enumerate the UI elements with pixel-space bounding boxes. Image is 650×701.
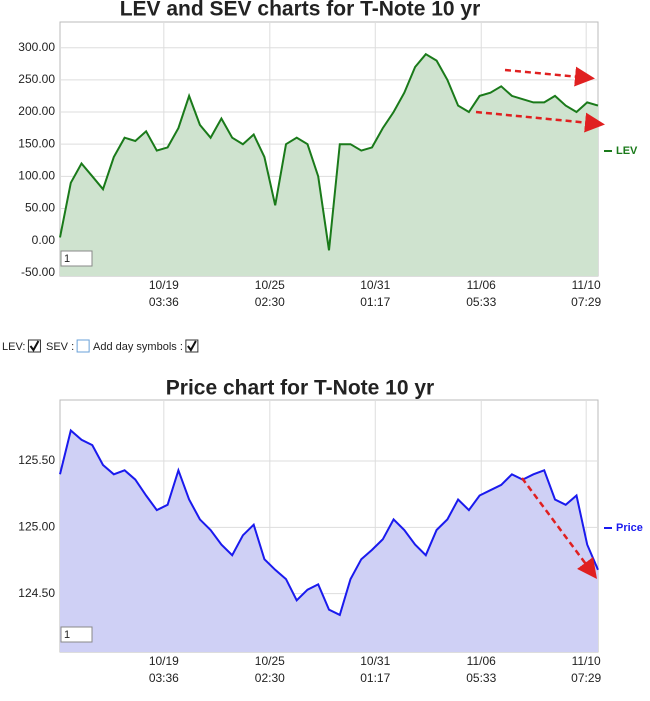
- y-tick-label: 50.00: [25, 201, 55, 215]
- x-tick-label: 10/31 01:17: [360, 278, 390, 309]
- area-fill: [60, 430, 598, 652]
- checkbox[interactable]: [76, 339, 90, 353]
- charts: 300.00 250.00 200.00 150.00 100.00 50.00 0.00 -…: [2, 0, 643, 685]
- x-tick-label: 11/10 07:29: [571, 654, 601, 685]
- control-label: SEV :: [46, 341, 74, 353]
- trend-arrow: [520, 477, 597, 580]
- zoom-input[interactable]: [60, 626, 93, 643]
- y-tick-label: 124.50: [18, 586, 55, 600]
- series-line: [59, 52, 599, 251]
- chart-title: Price chart for T-Note 10 yr: [166, 377, 434, 400]
- trend-arrow: [504, 66, 595, 87]
- legend-label: Price: [616, 522, 643, 534]
- series-line: [59, 428, 599, 617]
- y-tick-label: 300.00: [18, 40, 55, 54]
- y-tick-label: 150.00: [18, 136, 55, 150]
- annotations: [475, 66, 605, 580]
- x-tick-label: 11/06 05:33: [466, 654, 496, 685]
- checkmark: [29, 340, 40, 352]
- zoom-input-value: 1: [64, 629, 70, 641]
- y-tick-label: 0.00: [32, 233, 56, 247]
- x-tick-label: 10/19 03:36: [149, 278, 179, 309]
- zoom-input[interactable]: [60, 250, 93, 267]
- x-tick-label: 10/19 03:36: [149, 654, 179, 685]
- x-tick-label: 11/06 05:33: [466, 278, 496, 309]
- x-tick-label: 10/25 02:30: [255, 654, 285, 685]
- y-tick-label: 125.50: [18, 453, 55, 467]
- x-tick-label: 10/31 01:17: [360, 654, 390, 685]
- x-tick-label: 10/25 02:30: [255, 278, 285, 309]
- trend-arrow: [475, 110, 605, 133]
- y-tick-label: -50.00: [21, 265, 55, 279]
- zoom-input-value: 1: [64, 253, 70, 265]
- control-label: Add day symbols :: [93, 341, 183, 353]
- control-label: LEV:: [2, 341, 25, 353]
- y-tick-label: 125.00: [18, 519, 55, 533]
- chart-title: LEV and SEV charts for T-Note 10 yr: [120, 0, 481, 21]
- y-tick-label: 200.00: [18, 104, 55, 118]
- checkmark: [187, 340, 197, 352]
- y-tick-label: 250.00: [18, 72, 55, 86]
- x-tick-label: 11/10 07:29: [571, 278, 601, 309]
- y-tick-label: 100.00: [18, 169, 55, 183]
- legend-label: LEV: [616, 145, 638, 157]
